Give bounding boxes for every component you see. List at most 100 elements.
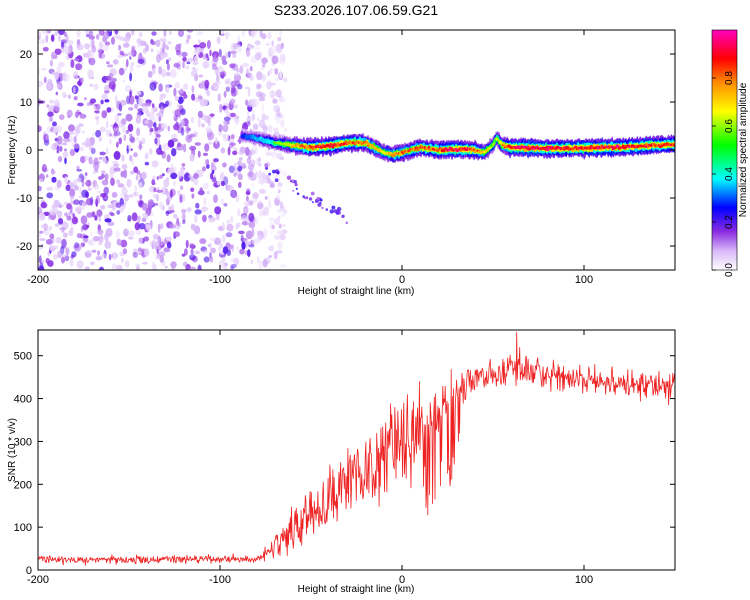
noise-speckle [246,111,250,116]
noise-speckle [56,125,62,133]
noise-speckle [43,76,47,84]
noise-speckle [258,157,261,162]
secondary-trace-point [341,214,345,218]
secondary-trace-point [272,169,276,174]
noise-speckle [167,41,172,45]
signal-ridge-cell [672,144,675,147]
noise-speckle [238,230,245,235]
noise-speckle [74,111,79,118]
noise-speckle [267,32,272,39]
signal-ridge-cell [439,147,443,150]
noise-speckle [96,209,103,217]
noise-speckle [62,142,67,146]
noise-speckle [79,113,87,119]
noise-speckle [73,199,80,206]
noise-speckle [103,90,110,94]
colorbar-tick-label: 0.2 [724,215,735,229]
noise-speckle [51,204,58,209]
spectrogram-xtick-label: -200 [27,274,49,286]
noise-speckle [46,174,49,178]
noise-speckle [60,46,65,54]
secondary-trace-point [325,208,329,211]
noise-speckle [56,179,62,189]
noise-speckle [203,197,207,207]
noise-speckle [63,31,67,37]
noise-speckle [231,243,235,253]
noise-speckle [209,113,215,117]
noise-speckle [198,39,201,44]
signal-ridge-cell [492,142,496,145]
noise-speckle [64,148,67,152]
noise-speckle [240,214,248,221]
noise-speckle [156,53,161,64]
signal-ridge-cell [621,144,625,148]
noise-speckle [144,248,150,257]
noise-speckle [95,129,102,138]
noise-speckle [202,152,209,156]
noise-speckle [69,148,76,157]
noise-speckle [255,158,261,165]
noise-speckle [254,52,262,61]
noise-speckle [113,167,121,172]
noise-speckle [223,133,229,142]
secondary-trace-point [289,179,292,183]
noise-speckle [169,224,177,229]
noise-speckle [87,187,92,191]
noise-speckle [180,126,185,136]
noise-speckle [222,262,226,267]
noise-speckle [262,125,268,133]
noise-speckle [120,239,128,248]
noise-speckle [73,143,80,149]
noise-speckle [57,155,63,163]
noise-speckle [85,181,89,186]
noise-speckle [187,57,194,63]
snr-panel: -200 -100 0 100 0 100 200 300 400 500 Height of s… [7,329,676,595]
snr-ytick-label: 300 [14,436,32,448]
noise-speckle [210,247,217,254]
signal-ridge-cell [306,146,310,150]
noise-speckle [138,237,144,243]
noise-speckle [129,72,133,82]
noise-speckle [161,68,167,78]
noise-speckle [38,185,42,192]
noise-speckle [261,103,265,113]
noise-speckle [258,119,266,128]
noise-speckle [206,40,211,49]
noise-speckle [62,73,70,82]
noise-speckle [240,234,244,243]
noise-speckle [129,63,134,73]
noise-speckle [228,138,235,143]
noise-speckle [128,95,135,105]
noise-speckle [225,232,233,238]
snr-ytick-label: 400 [14,394,32,406]
noise-speckle [182,56,187,62]
noise-speckle [58,218,64,225]
noise-speckle [88,57,96,66]
noise-speckle [122,79,126,83]
noise-speckle [217,93,221,102]
noise-speckle [126,178,132,188]
noise-speckle [90,231,93,236]
noise-speckle [248,45,252,50]
noise-speckle [269,90,276,99]
noise-speckle [127,123,134,132]
noise-speckle [190,70,198,77]
noise-speckle [153,187,157,193]
noise-speckle [141,202,148,211]
noise-speckle [279,201,283,210]
noise-speckle [237,208,241,217]
spectrogram-xtick-label: 100 [575,274,593,286]
noise-speckle [183,172,191,182]
noise-speckle [277,208,282,214]
secondary-trace-point [295,187,298,190]
noise-speckle [67,131,75,135]
noise-speckle [187,127,191,132]
noise-speckle [118,44,122,51]
noise-speckle [145,44,150,52]
noise-speckle [227,185,234,192]
noise-speckle [46,192,54,199]
noise-speckle [39,178,43,183]
noise-speckle [42,30,49,35]
colorbar-tick-label: 0.4 [724,167,735,181]
noise-speckle [230,215,234,224]
